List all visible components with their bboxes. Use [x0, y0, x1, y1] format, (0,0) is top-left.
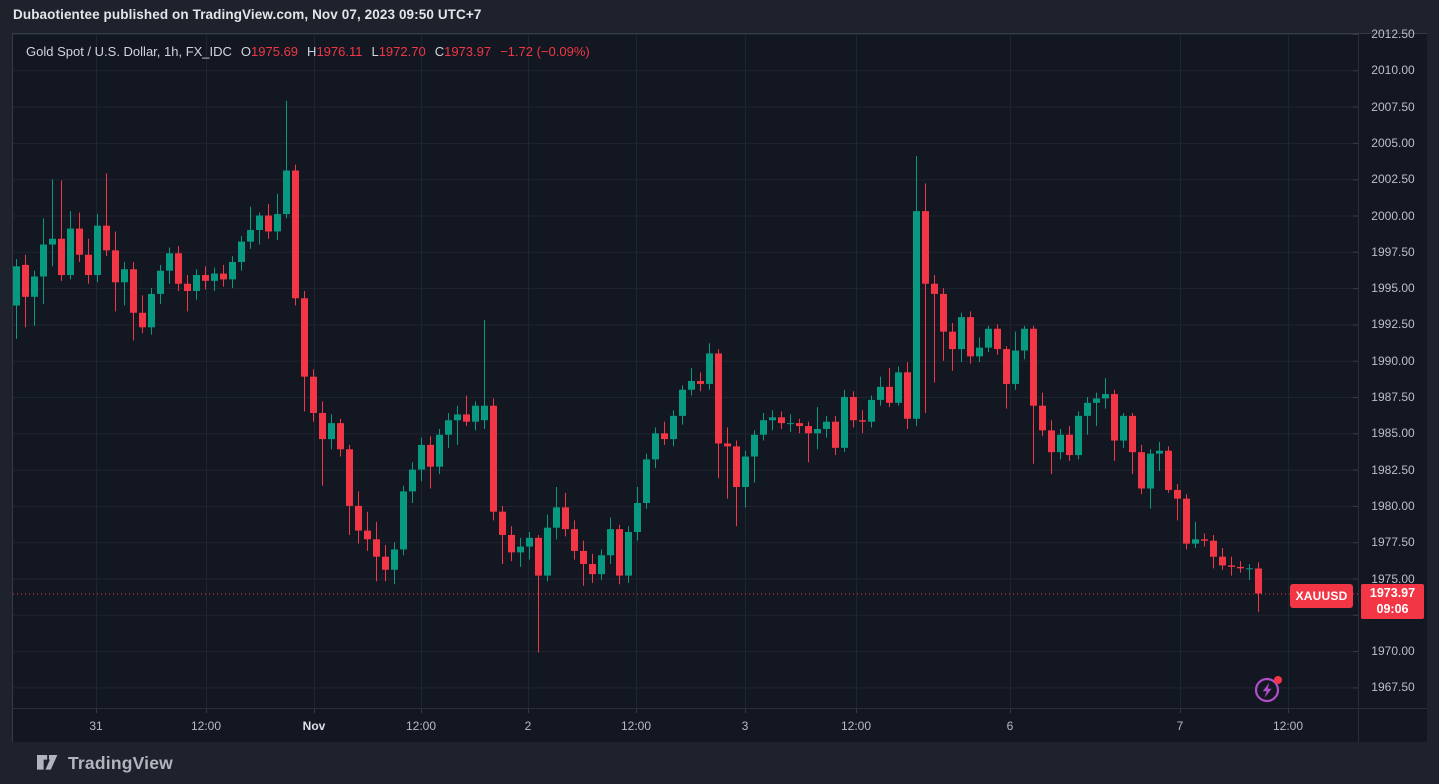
time-tick-label: 31 — [89, 719, 103, 733]
price-tick-label: 1970.00 — [1371, 644, 1415, 659]
price-tick-label: 1982.50 — [1371, 462, 1415, 477]
publish-attribution: Dubaotientee published on TradingView.co… — [13, 7, 482, 22]
price-tick-label: 2005.00 — [1371, 135, 1415, 150]
tradingview-logo-link[interactable]: TradingView — [37, 753, 173, 774]
time-tick-label: 12:00 — [405, 719, 437, 733]
price-tick-label: 2007.50 — [1371, 99, 1415, 114]
tradingview-mark-icon — [37, 755, 58, 770]
axis-corner — [1358, 708, 1427, 742]
footer-bar: TradingView — [0, 742, 1439, 784]
price-tick-label: 1967.50 — [1371, 680, 1415, 695]
price-tick-label: 1992.50 — [1371, 317, 1415, 332]
ohlc-l: L1972.70 — [371, 44, 426, 59]
time-tick-label: 2 — [524, 719, 532, 733]
time-tick-label: 12:00 — [620, 719, 652, 733]
chart-plot[interactable]: Gold Spot / U.S. Dollar, 1h, FX_IDC O197… — [13, 34, 1358, 708]
price-tick-label: 1987.50 — [1371, 390, 1415, 404]
time-tick-label: 3 — [741, 719, 749, 733]
price-tick-label: 1977.50 — [1371, 535, 1415, 550]
price-tick-label: 2012.50 — [1371, 27, 1415, 41]
alert-dot — [1274, 676, 1282, 684]
time-tick-label: 6 — [1006, 719, 1014, 733]
ohlc-values: O1975.69 H1976.11 L1972.70 C1973.97 — [241, 44, 491, 59]
ohlc-c: C1973.97 — [434, 44, 492, 59]
time-axis[interactable]: 31 12:00 Nov 12:00 2 12:00 3 12:00 6 7 12:00 — [13, 708, 1358, 742]
last-price-time: 09:06 — [1376, 602, 1409, 617]
price-tick-label: 1997.50 — [1371, 244, 1415, 259]
time-tick-label: 12:00 — [1272, 719, 1304, 733]
price-tick-label: 2000.00 — [1371, 208, 1415, 223]
flash-alert-button[interactable] — [1253, 673, 1285, 705]
price-tick-label: 2002.50 — [1371, 172, 1415, 187]
candlestick-chart — [13, 34, 1358, 708]
price-tick-label: 1995.00 — [1371, 281, 1415, 296]
chart-widget: Gold Spot / U.S. Dollar, 1h, FX_IDC O197… — [12, 27, 1427, 742]
ohlc-h: H1976.11 — [307, 44, 363, 59]
time-tick-label: 12:00 — [840, 719, 872, 733]
last-price-badge: 1973.97 09:06 — [1361, 584, 1424, 620]
price-tick-label: 1990.00 — [1371, 353, 1415, 368]
lightning-icon — [1254, 676, 1282, 703]
last-price-value: 1973.97 — [1369, 586, 1416, 601]
time-tick-label: 12:00 — [190, 719, 222, 733]
time-tick-label: 7 — [1176, 719, 1184, 733]
symbol-title: Gold Spot / U.S. Dollar, 1h, FX_IDC — [26, 44, 232, 59]
price-tick-label: 1975.00 — [1371, 571, 1415, 586]
price-tick-label: 1980.00 — [1371, 498, 1415, 513]
price-axis[interactable]: 1973.97 09:06 2012.50 2010.00 2007.50 2005.… — [1358, 27, 1427, 708]
chart-legend: Gold Spot / U.S. Dollar, 1h, FX_IDC O197… — [26, 44, 590, 59]
time-tick-label: Nov — [302, 719, 326, 733]
tradingview-brand-text: TradingView — [68, 752, 173, 773]
price-tick-label: 1985.00 — [1371, 426, 1415, 441]
price-tick-label: 2010.00 — [1371, 63, 1415, 78]
ohlc-o: O1975.69 — [240, 44, 299, 59]
price-change: −1.72 (−0.09%) — [500, 44, 590, 59]
symbol-price-flag: XAUUSD — [1290, 584, 1353, 609]
